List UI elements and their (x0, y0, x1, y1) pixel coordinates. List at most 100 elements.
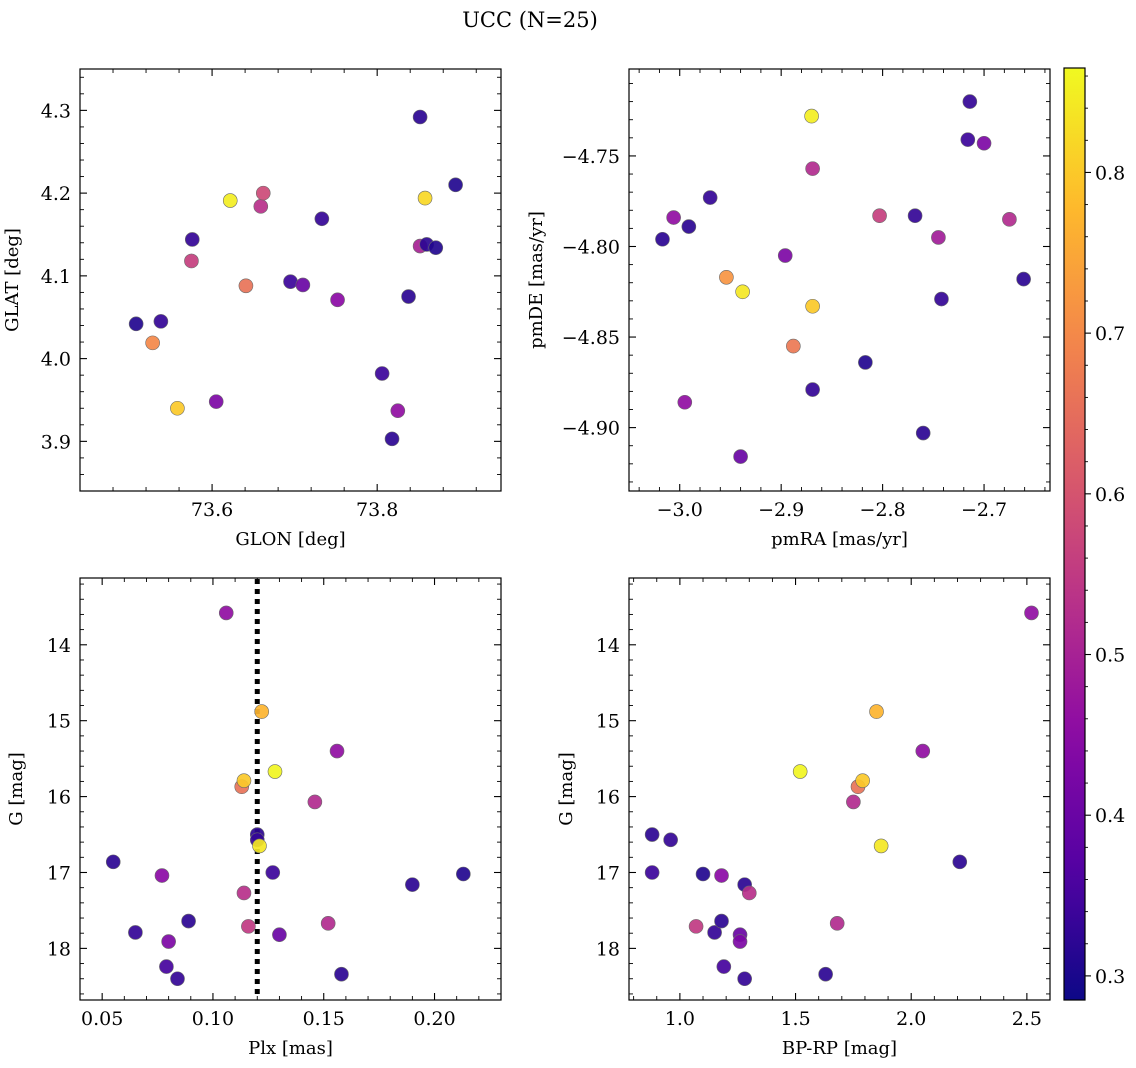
data-point (283, 274, 298, 289)
data-point (644, 865, 660, 880)
data-point (384, 431, 400, 447)
data-point (829, 916, 845, 931)
colorbar-gradient (1063, 67, 1086, 1001)
colorbar-tick-label: 0.3 (1095, 966, 1125, 988)
data-point (401, 289, 416, 304)
data-point (390, 403, 406, 419)
x-tick-label: −2.8 (860, 499, 906, 521)
y-tick-label: 4.1 (41, 266, 71, 288)
data-point (915, 425, 931, 441)
x-tick-label: −2.9 (758, 499, 804, 521)
data-point (1016, 271, 1031, 287)
x-tick-label: 1.0 (665, 1008, 695, 1030)
plot-frame (79, 68, 502, 492)
plot-frame (628, 68, 1051, 492)
data-point (184, 232, 200, 247)
data-point (777, 248, 793, 263)
data-point (236, 773, 252, 788)
panel-bprp-g: 1.0 1.5 2.0 2.5 14 15 16 17 18 BP-RP [mag] G [mag] (556, 577, 1051, 1059)
x-tick-label: 0.15 (303, 1008, 345, 1030)
data-point (374, 366, 390, 381)
y-tick-label: 15 (47, 711, 71, 733)
data-point (714, 868, 729, 883)
data-point (208, 394, 224, 409)
data-point (931, 230, 946, 245)
y-tick-label: 4.3 (41, 100, 71, 122)
data-point (681, 219, 697, 234)
data-point (161, 934, 176, 949)
y-tick-label: 4.2 (41, 183, 71, 205)
colorbar: 0.3 0.4 0.5 0.6 0.7 0.8 (1063, 67, 1125, 1001)
data-point (858, 355, 873, 370)
data-point (181, 913, 196, 929)
figure-title: UCC (N=25) (462, 8, 598, 32)
data-point (869, 704, 884, 719)
colorbar-tick-label: 0.7 (1095, 323, 1125, 345)
x-tick-label: 2.0 (896, 1008, 926, 1030)
y-tick-label: 17 (47, 862, 71, 884)
panel-pmra-pmde: −3.0 −2.9 −2.8 −2.7 −4.90 −4.85 −4.80 −4.75 pmRA… (526, 68, 1051, 550)
x-axis-label: GLON [deg] (235, 529, 345, 550)
data-point (170, 971, 185, 987)
y-tick-label: 17 (596, 862, 620, 884)
data-point (241, 919, 256, 934)
data-point (154, 868, 170, 883)
y-tick-label: 18 (47, 938, 71, 960)
data-point (873, 838, 889, 854)
data-point (663, 832, 678, 848)
data-point (695, 866, 711, 882)
data-point (334, 966, 349, 982)
data-point (735, 284, 750, 300)
x-tick-label: 0.05 (81, 1008, 123, 1030)
x-axis-label: pmRA [mas/yr] (771, 529, 908, 550)
colorbar-tick-label: 0.6 (1095, 484, 1125, 506)
data-point (707, 925, 722, 940)
data-point (236, 885, 252, 901)
y-tick-label: 14 (47, 635, 71, 657)
data-point (307, 794, 323, 810)
panel-plx-g: 0.05 0.10 0.15 0.20 14 15 16 17 18 Plx [mas] G [ma… (6, 577, 502, 1059)
data-point (733, 449, 748, 464)
data-point (805, 298, 820, 314)
data-point (159, 959, 174, 974)
data-point (456, 866, 471, 882)
x-tick-label: 1.5 (780, 1008, 810, 1030)
y-tick-label: −4.75 (562, 146, 620, 168)
data-point (716, 959, 732, 974)
data-point (254, 704, 269, 719)
data-point (719, 269, 734, 285)
y-tick-label: 16 (47, 787, 71, 809)
data-point (105, 854, 121, 870)
data-point (252, 838, 267, 854)
data-point (1002, 212, 1017, 227)
data-point (818, 966, 833, 982)
data-point (960, 132, 976, 147)
data-point (962, 94, 978, 109)
y-tick-label: 16 (596, 787, 620, 809)
x-tick-label: 73.6 (191, 499, 233, 521)
data-point (153, 314, 169, 329)
data-point (405, 877, 420, 892)
y-axis-label: G [mag] (556, 752, 577, 825)
data-point (952, 854, 968, 870)
y-axis-label: pmDE [mas/yr] (526, 211, 547, 349)
data-point (218, 605, 234, 621)
panel-glon-glat: 73.6 73.8 3.9 4.0 4.1 4.2 4.3 GLON [deg] GLAT [d… (2, 68, 502, 550)
data-point (737, 971, 752, 987)
data-point (265, 865, 281, 880)
data-point (448, 177, 463, 193)
x-axis-label: BP-RP [mag] (782, 1038, 897, 1059)
x-tick-label: 2.5 (1012, 1008, 1042, 1030)
data-point (805, 161, 820, 176)
data-point (846, 794, 861, 810)
data-point (417, 190, 433, 206)
data-point (128, 316, 144, 332)
data-point (872, 208, 887, 224)
y-tick-label: 3.9 (41, 431, 71, 453)
data-point (1024, 605, 1039, 621)
data-point (714, 913, 729, 929)
data-point (428, 240, 444, 256)
colorbar-tick-label: 0.8 (1095, 162, 1125, 184)
data-point (128, 925, 143, 940)
